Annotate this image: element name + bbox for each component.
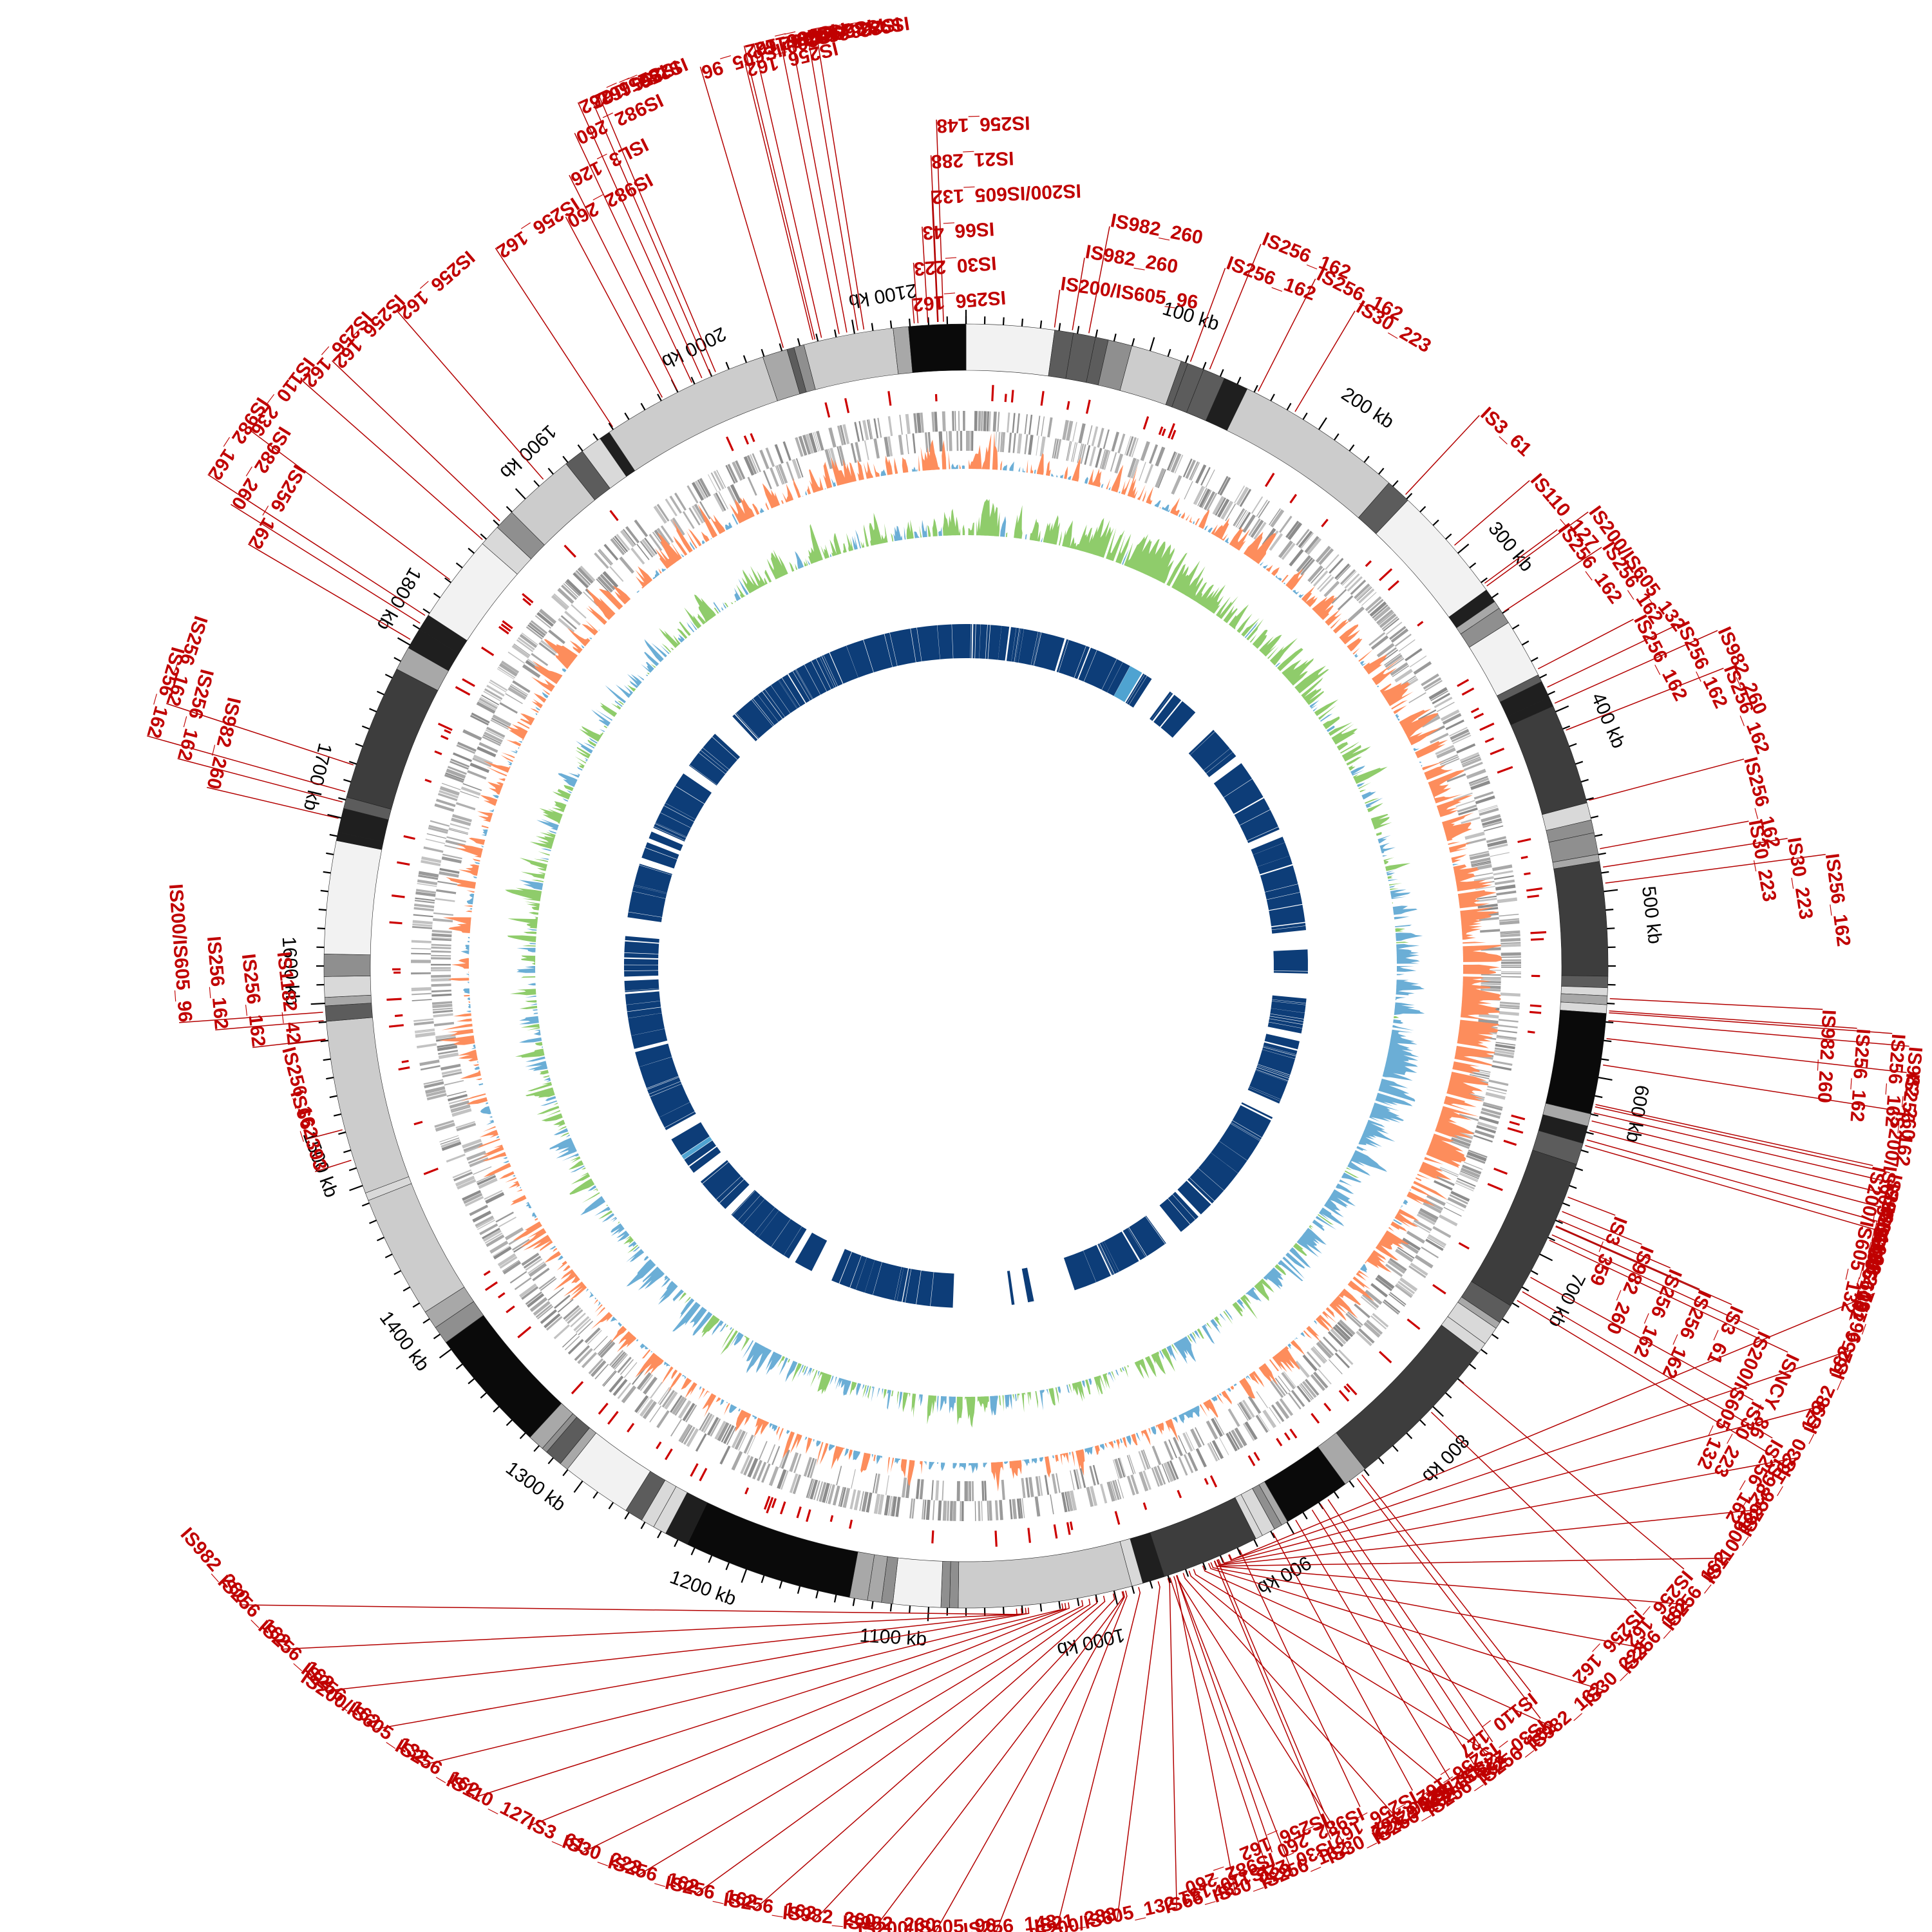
- svg-text:IS21_288: IS21_288: [931, 147, 1014, 173]
- svg-text:IS66_43: IS66_43: [922, 218, 995, 243]
- svg-text:IS256_148: IS256_148: [936, 112, 1030, 137]
